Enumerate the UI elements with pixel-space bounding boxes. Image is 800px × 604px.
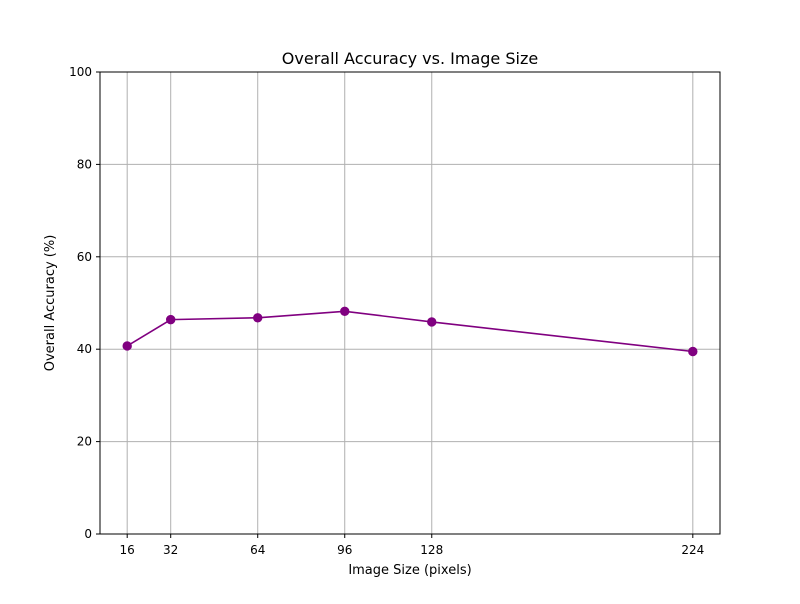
data-point xyxy=(427,317,437,327)
x-tick-label: 96 xyxy=(337,543,352,557)
x-tick-label: 16 xyxy=(120,543,135,557)
x-tick-label: 32 xyxy=(163,543,178,557)
data-point xyxy=(122,341,132,351)
x-axis-label: Image Size (pixels) xyxy=(348,563,471,578)
chart-title: Overall Accuracy vs. Image Size xyxy=(282,49,538,68)
axes-layer xyxy=(99,71,721,535)
y-tick-label: 0 xyxy=(84,527,92,541)
data-point xyxy=(688,346,698,357)
y-tick-label: 60 xyxy=(77,250,92,264)
data-point xyxy=(253,313,263,323)
x-tick-label: 64 xyxy=(250,543,265,557)
data-point xyxy=(166,314,176,325)
y-axis-label: Overall Accuracy (%) xyxy=(43,235,58,372)
axes-frame xyxy=(99,71,721,535)
y-tick-label: 100 xyxy=(69,65,92,79)
x-tick-label: 224 xyxy=(681,543,704,557)
x-tick-label: 128 xyxy=(420,543,443,557)
ticks-layer: 16 32 64 96 128 224 0 20 40 60 80 100 xyxy=(69,65,704,557)
y-tick-label: 20 xyxy=(77,435,92,449)
series-line xyxy=(126,310,693,353)
y-tick-label: 80 xyxy=(77,157,92,171)
series-layer xyxy=(122,306,698,357)
data-point xyxy=(340,306,350,317)
y-tick-label: 40 xyxy=(77,342,92,356)
